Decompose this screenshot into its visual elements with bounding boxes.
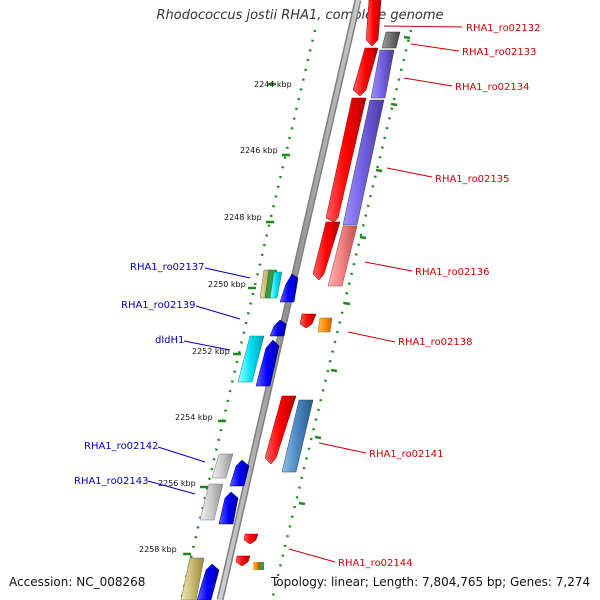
gene-ro02143[interactable]: [199, 483, 224, 521]
gene-ro02141-b[interactable]: [281, 399, 314, 473]
gene-ro02138-b[interactable]: [317, 317, 333, 333]
gene-small-green[interactable]: [259, 562, 264, 570]
gene-ro02142-b[interactable]: [229, 459, 250, 487]
label-ro02136[interactable]: RHA1_ro02136: [415, 267, 490, 278]
accession-label: Accession: NC_008268: [9, 575, 146, 589]
gene-ro02143-b[interactable]: [218, 491, 239, 525]
gene-ro02144-b[interactable]: [235, 555, 251, 567]
label-ro02144[interactable]: RHA1_ro02144: [338, 558, 413, 569]
tick-label-2244: 2244 kbp: [254, 80, 292, 89]
reverse-strand-genes: [180, 269, 299, 600]
gene-ro02144[interactable]: [243, 533, 259, 545]
tick-label-2246: 2246 kbp: [240, 146, 278, 155]
gene-labels-left: RHA1_ro02137 RHA1_ro02139 dldH1 RHA1_ro0…: [74, 262, 205, 487]
gene-ro02142[interactable]: [211, 453, 234, 479]
gene-dldH1-b[interactable]: [255, 339, 280, 387]
gene-ro02134[interactable]: [352, 47, 379, 97]
gene-bottom-khaki[interactable]: [180, 557, 205, 600]
gene-bottom-blue[interactable]: [196, 563, 220, 600]
tick-label-2248: 2248 kbp: [224, 213, 262, 222]
label-ro02141[interactable]: RHA1_ro02141: [369, 449, 444, 460]
label-ro02138[interactable]: RHA1_ro02138: [398, 337, 473, 348]
gene-ro02139[interactable]: [269, 319, 287, 337]
gene-ro02135[interactable]: [325, 97, 367, 223]
tick-label-2258: 2258 kbp: [139, 545, 177, 554]
gene-small-orange[interactable]: [253, 562, 259, 570]
label-ro02137[interactable]: RHA1_ro02137: [130, 262, 205, 273]
tick-label-2254: 2254 kbp: [175, 413, 213, 422]
label-ro02143[interactable]: RHA1_ro02143: [74, 476, 149, 487]
label-ro02135[interactable]: RHA1_ro02135: [435, 174, 510, 185]
label-ro02133[interactable]: RHA1_ro02133: [462, 47, 537, 58]
tick-label-2250: 2250 kbp: [208, 280, 246, 289]
gene-ro02135-b[interactable]: [342, 99, 385, 226]
label-ro02142[interactable]: RHA1_ro02142: [84, 441, 159, 452]
gene-ro02132[interactable]: [365, 0, 382, 47]
topology-label: Topology: linear; Length: 7,804,765 bp; …: [271, 575, 591, 589]
gene-ro02137-c[interactable]: [269, 271, 283, 299]
gene-dldH1[interactable]: [237, 335, 265, 383]
label-ro02132[interactable]: RHA1_ro02132: [466, 23, 541, 34]
label-dldH1[interactable]: dldH1: [155, 335, 184, 346]
label-ro02139[interactable]: RHA1_ro02139: [121, 300, 196, 311]
tick-labels: 2244 kbp 2246 kbp 2248 kbp 2250 kbp 2252…: [139, 80, 292, 554]
gene-ro02134-b[interactable]: [370, 49, 395, 99]
gene-ro02133[interactable]: [381, 31, 401, 49]
gene-ro02136[interactable]: [312, 221, 341, 281]
tick-marks: [183, 35, 411, 556]
label-leaders: [147, 25, 463, 563]
gene-ro02141[interactable]: [264, 395, 297, 465]
tick-label-2252: 2252 kbp: [192, 347, 230, 356]
gene-labels-right: RHA1_ro02132 RHA1_ro02133 RHA1_ro02134 R…: [338, 23, 541, 569]
forward-strand-genes: [235, 0, 401, 570]
gene-ro02136-b[interactable]: [327, 225, 358, 287]
label-ro02134[interactable]: RHA1_ro02134: [455, 82, 530, 93]
gene-ro02137-d[interactable]: [279, 273, 299, 303]
gene-ro02138[interactable]: [299, 313, 317, 329]
tick-label-2256: 2256 kbp: [158, 479, 196, 488]
